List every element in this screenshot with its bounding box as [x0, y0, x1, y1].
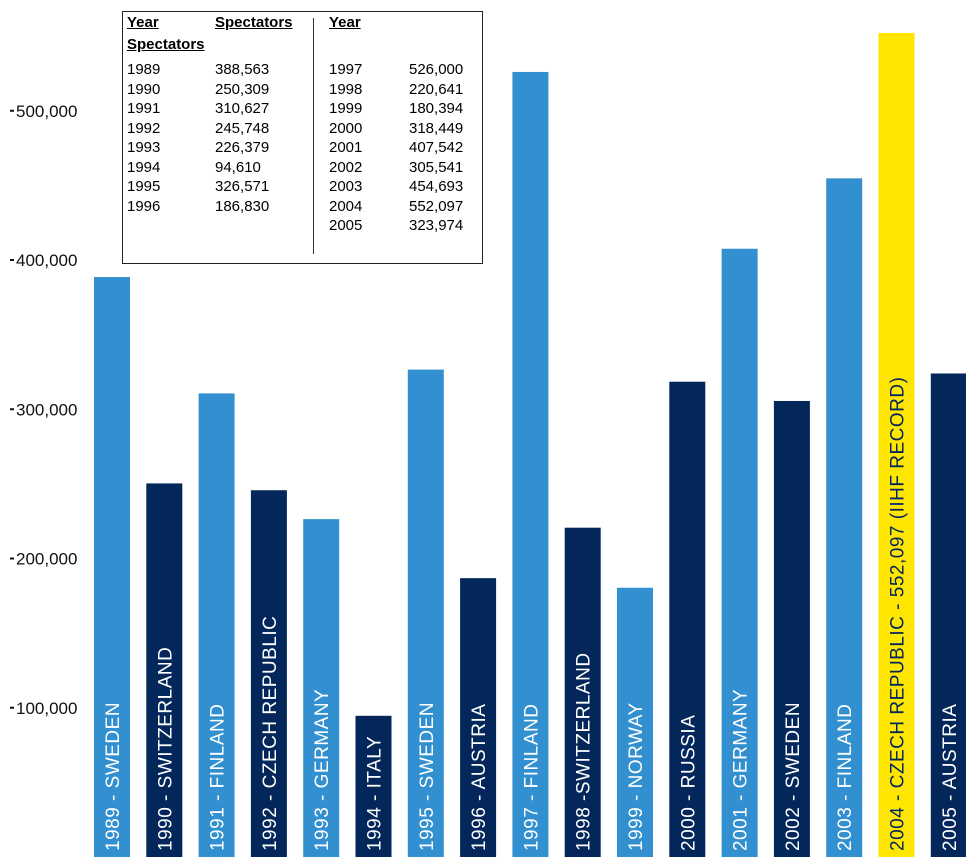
table-cell-year: 2003 — [329, 178, 363, 195]
table-cell-spectators: 318,449 — [409, 119, 464, 137]
table-cell-spectators: 94,610 — [215, 158, 261, 176]
table-cell-year: 1993 — [127, 139, 161, 156]
table-cell-year: 2005 — [329, 217, 363, 234]
table-cell-spectators: 326,571 — [215, 178, 270, 195]
y-tick-label: 500,000 — [16, 102, 77, 121]
bar — [773, 400, 810, 857]
table-cell-spectators: 305,541 — [409, 158, 464, 176]
table-cell-spectators: 250,309 — [215, 80, 270, 98]
table-cell-year: 1996 — [127, 197, 161, 215]
y-tick-mark — [10, 408, 14, 411]
bar-label: 1993 - GERMANY — [312, 689, 333, 851]
table-cell-spectators: 310,627 — [215, 100, 270, 117]
table-cell-year: 1989 — [127, 61, 161, 78]
table-cell-spectators: 226,379 — [215, 139, 270, 156]
bar-label: 1992 - CZECH REPUBLIC — [260, 616, 281, 851]
table-cell-year: 2004 — [329, 197, 363, 215]
table-cell-year: 1994 — [127, 158, 161, 176]
bar-label: 2002 - SWEDEN — [783, 702, 804, 851]
bar — [669, 381, 706, 857]
bar-label: 2003 - FINLAND — [835, 704, 856, 851]
table-column-separator — [313, 18, 314, 254]
table-cell-year: 1995 — [127, 178, 161, 195]
bar-label: 2001 - GERMANY — [731, 689, 752, 851]
bar-label: 1996 - AUSTRIA — [469, 704, 490, 851]
table-cell-spectators: 526,000 — [409, 61, 464, 78]
bar-label: 1989 - SWEDEN — [103, 702, 124, 851]
table-cell-spectators: 388,563 — [215, 61, 270, 78]
table-cell-year: 1991 — [127, 100, 161, 117]
bar — [930, 373, 966, 857]
bar — [826, 178, 863, 857]
table-cell-year: 1999 — [329, 100, 363, 117]
y-tick-mark — [10, 557, 14, 560]
y-tick-mark — [10, 259, 14, 261]
y-tick-label: 300,000 — [16, 400, 77, 419]
bar-label: 1995 - SWEDEN — [417, 702, 438, 851]
bar — [250, 490, 287, 857]
table-cell-year: 2000 — [329, 119, 363, 137]
bar — [146, 483, 183, 857]
y-axis: 100,000 200,000 300,000 400,000 500,000 — [10, 102, 77, 718]
table-cell-year: 1990 — [127, 80, 161, 98]
bar — [721, 248, 758, 857]
table-cell-year: 2001 — [329, 139, 363, 156]
bar — [512, 71, 549, 857]
table-header-year: Year — [127, 14, 159, 31]
y-tick-label: 200,000 — [16, 550, 77, 569]
bar-label: 1999 - NORWAY — [626, 702, 647, 851]
table-cell-year: 2002 — [329, 158, 363, 176]
bar-label: 1990 - SWITZERLAND — [155, 647, 176, 851]
y-tick-label: 100,000 — [16, 699, 77, 718]
bar — [198, 393, 235, 857]
bar — [407, 369, 444, 857]
table-cell-spectators: 323,974 — [409, 217, 464, 234]
bar-label: 2000 - RUSSIA — [678, 715, 699, 851]
bar-label: 2004 - CZECH REPUBLIC - 552,097 (IIHF RE… — [888, 377, 909, 851]
y-tick-label: 400,000 — [16, 251, 77, 270]
table-header-year-right: Year — [329, 14, 361, 31]
table-cell-spectators: 186,830 — [215, 197, 270, 215]
bar-label: 1991 - FINLAND — [208, 704, 229, 851]
table-header-spectators-wrapped: Spectators — [127, 36, 205, 53]
bar — [303, 519, 340, 857]
bar-label: 1994 - ITALY — [365, 736, 386, 851]
bar — [460, 578, 497, 857]
table-header-spectators: Spectators — [215, 14, 293, 31]
table-cell-spectators: 180,394 — [409, 100, 464, 117]
table-cell-year: 1997 — [329, 61, 363, 78]
table-cell-year: 1998 — [329, 80, 363, 98]
table-cell-spectators: 407,542 — [409, 139, 464, 156]
bar-label: 2005 - AUSTRIA — [940, 704, 961, 851]
table-cell-spectators: 220,641 — [409, 80, 464, 98]
bar-label: 1998 -SWITZERLAND — [574, 652, 595, 851]
table-cell-spectators: 245,748 — [215, 119, 270, 137]
y-tick-mark — [10, 706, 14, 709]
table-cell-spectators: 454,693 — [409, 178, 464, 195]
table-cell-spectators: 552,097 — [409, 197, 464, 215]
table-cell-year: 1992 — [127, 119, 161, 137]
bar-label: 1997 - FINLAND — [521, 704, 542, 851]
bar — [878, 32, 915, 857]
bar — [564, 527, 601, 857]
bars: 1989 - SWEDEN 1990 - SWITZERLAND 1991 - FI… — [94, 32, 966, 857]
attendance-table: Year Spectators Year Spectators 1989 388,… — [122, 11, 483, 264]
y-tick-mark — [10, 109, 14, 112]
bar — [355, 715, 392, 857]
bar — [94, 277, 130, 857]
bar — [617, 587, 653, 857]
